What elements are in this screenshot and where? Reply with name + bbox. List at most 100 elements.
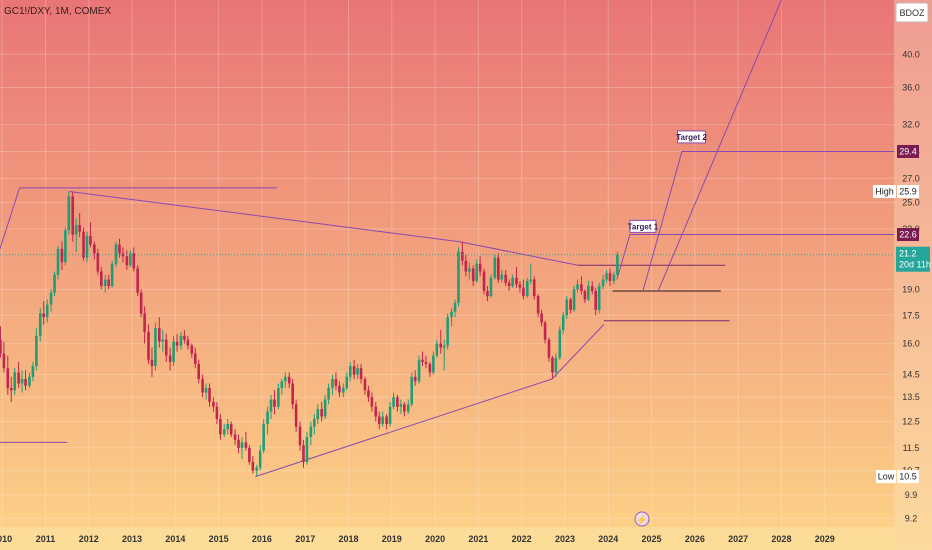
candle-body xyxy=(572,289,576,310)
candle-body xyxy=(334,379,338,386)
x-tick-label: 2021 xyxy=(468,534,488,544)
annotations: Target 1 Target 2 xyxy=(628,130,707,233)
candle-body xyxy=(96,253,100,272)
x-tick-label: 2016 xyxy=(252,534,272,544)
candle-body xyxy=(597,286,601,310)
drawn-lines[interactable] xyxy=(0,0,894,478)
candle-body xyxy=(478,263,482,272)
last-price-tag xyxy=(896,246,930,272)
candle-body xyxy=(237,439,240,448)
candle-body xyxy=(172,341,175,362)
candle-body xyxy=(53,274,56,293)
y-tick-label: 9.2 xyxy=(905,513,918,523)
candle-body xyxy=(547,339,551,358)
candle-body xyxy=(9,387,13,391)
candle-body xyxy=(38,313,42,336)
candle-body xyxy=(208,387,211,402)
candle-body xyxy=(269,399,273,412)
candle-body xyxy=(17,372,20,384)
candle-body xyxy=(147,331,150,360)
candle-body xyxy=(60,248,64,263)
candle-body xyxy=(587,286,590,300)
currency-button[interactable] xyxy=(895,2,929,23)
target1-path[interactable] xyxy=(616,234,894,280)
candle-body xyxy=(453,302,457,312)
candle-body xyxy=(446,317,449,346)
candle-body xyxy=(316,409,320,420)
x-tick-label: 2013 xyxy=(122,534,142,544)
candle-body xyxy=(392,397,395,407)
candle-body xyxy=(240,442,244,448)
currency-button-label: BDOZ xyxy=(899,8,925,18)
candle-body xyxy=(594,290,598,310)
price-tag xyxy=(873,184,896,198)
price-tag xyxy=(876,470,896,484)
candle-body xyxy=(71,196,75,235)
candle-body xyxy=(507,282,511,287)
candle-body xyxy=(280,381,284,388)
y-tick-label: 19.0 xyxy=(902,284,920,294)
candle-body xyxy=(338,385,341,393)
candle-body xyxy=(580,284,583,291)
left-rising-line[interactable] xyxy=(0,187,20,249)
candle-body xyxy=(45,304,49,318)
candle-body xyxy=(385,416,388,425)
x-tick-label: 2028 xyxy=(771,534,791,544)
candle-body xyxy=(356,368,359,375)
candle-body xyxy=(284,376,287,382)
rising-support[interactable] xyxy=(551,324,605,380)
target2-path[interactable] xyxy=(642,151,894,292)
candle-body xyxy=(526,281,529,297)
y-tick-label: 16.0 xyxy=(902,339,920,349)
y-tick-label: 25.0 xyxy=(902,198,920,208)
price-tag xyxy=(897,144,919,158)
price-tag-text: 10.5 xyxy=(899,472,917,482)
candle-body xyxy=(450,311,453,318)
y-tick-label: 14.5 xyxy=(902,370,920,380)
x-tick-label: 2011 xyxy=(36,534,56,544)
candle-body xyxy=(255,467,259,471)
candle-body xyxy=(377,416,381,425)
candle-body xyxy=(601,279,605,287)
candle-body xyxy=(197,363,201,380)
candle-body xyxy=(273,399,276,407)
candles xyxy=(0,191,619,477)
candle-body xyxy=(471,268,475,282)
candle-body xyxy=(605,273,608,280)
candle-body xyxy=(222,429,226,435)
candle-body xyxy=(110,263,114,287)
candle-body xyxy=(590,286,594,291)
candle-body xyxy=(561,315,565,331)
candle-body xyxy=(186,339,190,346)
x-tick-label: 2010 xyxy=(0,534,12,544)
lightning-icon[interactable] xyxy=(634,511,650,527)
candle-body xyxy=(266,411,269,425)
y-tick-label: 9.9 xyxy=(905,490,918,500)
price-tag-text: 22.6 xyxy=(899,230,917,240)
target-label: Target 1 xyxy=(628,222,659,231)
candle-body xyxy=(121,253,125,257)
candle-body xyxy=(323,399,327,417)
candle-body xyxy=(251,461,255,471)
y-tick-label: 36.0 xyxy=(902,83,920,93)
price-axis-panel[interactable] xyxy=(894,0,932,550)
bottom-support[interactable] xyxy=(255,378,553,478)
y-tick-label: 12.5 xyxy=(902,417,920,427)
top-trendline-2[interactable] xyxy=(458,241,579,266)
candle-body xyxy=(219,419,222,435)
price-tag-text: 29.4 xyxy=(899,146,917,156)
candle-body xyxy=(67,196,71,231)
candle-body xyxy=(0,339,2,354)
long-projection[interactable] xyxy=(657,0,782,292)
candle-body xyxy=(558,330,562,358)
time-axis-panel[interactable] xyxy=(0,527,894,550)
y-tick-label: 13.5 xyxy=(902,392,920,402)
candle-body xyxy=(363,379,367,391)
top-trendline[interactable] xyxy=(69,191,459,243)
candle-body xyxy=(457,251,460,303)
x-tick-label: 2023 xyxy=(555,534,575,544)
candle-body xyxy=(569,299,572,310)
candle-body xyxy=(583,290,587,300)
candle-body xyxy=(500,274,504,280)
